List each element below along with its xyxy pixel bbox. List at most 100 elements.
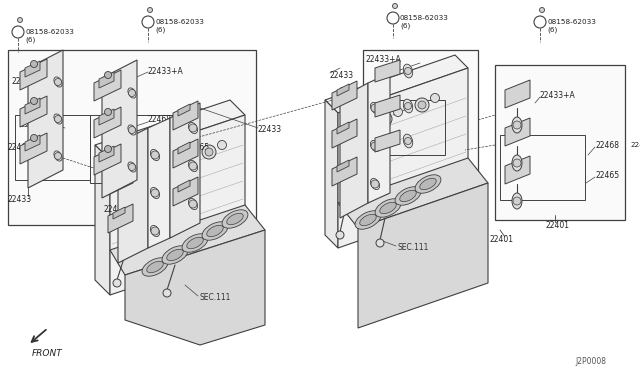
Ellipse shape: [188, 160, 198, 171]
Polygon shape: [94, 107, 121, 138]
Text: 22401: 22401: [103, 205, 127, 215]
Polygon shape: [368, 73, 390, 203]
Ellipse shape: [188, 198, 198, 209]
Polygon shape: [332, 157, 357, 186]
Circle shape: [147, 7, 152, 13]
Polygon shape: [25, 135, 40, 151]
Ellipse shape: [420, 178, 436, 190]
Ellipse shape: [371, 141, 380, 151]
Polygon shape: [108, 204, 133, 233]
Text: 22468: 22468: [148, 115, 172, 125]
Ellipse shape: [142, 258, 168, 276]
Circle shape: [513, 121, 521, 129]
Ellipse shape: [227, 213, 243, 225]
Bar: [90, 115, 178, 183]
Polygon shape: [340, 83, 368, 218]
Text: 22468: 22468: [365, 103, 389, 112]
Ellipse shape: [403, 64, 413, 78]
Ellipse shape: [182, 234, 208, 252]
Text: 22468B: 22468B: [20, 122, 48, 128]
Polygon shape: [148, 118, 170, 248]
Text: 22465: 22465: [340, 87, 364, 96]
Circle shape: [202, 145, 216, 159]
Circle shape: [218, 141, 227, 150]
Circle shape: [165, 159, 179, 173]
Polygon shape: [94, 70, 121, 101]
Circle shape: [168, 162, 176, 170]
Ellipse shape: [147, 261, 163, 273]
Circle shape: [151, 227, 159, 235]
Ellipse shape: [375, 199, 401, 217]
Ellipse shape: [128, 125, 136, 135]
Text: 22465: 22465: [595, 170, 619, 180]
Circle shape: [534, 16, 546, 28]
Polygon shape: [113, 169, 125, 181]
Polygon shape: [325, 55, 468, 113]
Ellipse shape: [202, 222, 228, 240]
Text: 22433: 22433: [258, 125, 282, 135]
Polygon shape: [338, 158, 488, 228]
Polygon shape: [99, 109, 114, 125]
Polygon shape: [338, 68, 468, 248]
Ellipse shape: [512, 117, 522, 133]
Circle shape: [54, 153, 61, 160]
Circle shape: [142, 16, 154, 28]
Text: 22433: 22433: [8, 196, 32, 205]
Polygon shape: [113, 131, 125, 143]
Polygon shape: [375, 130, 400, 152]
Ellipse shape: [355, 211, 381, 229]
Text: 08158-62033: 08158-62033: [547, 19, 596, 25]
Ellipse shape: [380, 202, 396, 214]
Circle shape: [129, 126, 136, 134]
Text: (6): (6): [25, 37, 35, 43]
Circle shape: [371, 142, 379, 150]
Ellipse shape: [395, 187, 421, 205]
Circle shape: [381, 115, 389, 123]
Polygon shape: [178, 104, 190, 116]
Text: (6): (6): [547, 27, 557, 33]
Circle shape: [129, 164, 136, 170]
Circle shape: [17, 17, 22, 22]
Text: 22465: 22465: [8, 144, 32, 153]
Circle shape: [189, 200, 197, 208]
Circle shape: [356, 122, 365, 131]
Polygon shape: [173, 101, 198, 130]
Circle shape: [151, 151, 159, 159]
Circle shape: [31, 97, 38, 105]
Bar: [15, 115, 90, 180]
Ellipse shape: [162, 246, 188, 264]
Text: 22433+A: 22433+A: [12, 77, 48, 87]
Text: 22401: 22401: [363, 186, 387, 195]
Ellipse shape: [403, 99, 413, 113]
Text: 22401: 22401: [178, 196, 202, 205]
Polygon shape: [337, 84, 349, 96]
Polygon shape: [173, 177, 198, 206]
Circle shape: [54, 115, 61, 122]
Circle shape: [540, 7, 545, 13]
Text: B: B: [146, 19, 150, 25]
Text: 22433+A: 22433+A: [148, 67, 184, 77]
Ellipse shape: [128, 88, 136, 98]
Ellipse shape: [150, 150, 159, 161]
Circle shape: [151, 189, 159, 197]
Text: (6): (6): [155, 27, 165, 33]
Circle shape: [131, 176, 139, 184]
Circle shape: [394, 108, 403, 116]
Ellipse shape: [167, 249, 183, 261]
Polygon shape: [95, 100, 245, 160]
Polygon shape: [25, 61, 40, 77]
Polygon shape: [173, 139, 198, 168]
Text: 22433+A: 22433+A: [540, 90, 576, 99]
Circle shape: [404, 138, 412, 144]
Text: 22401: 22401: [490, 235, 514, 244]
Circle shape: [431, 93, 440, 103]
Polygon shape: [113, 207, 125, 219]
Text: 22468: 22468: [595, 141, 619, 150]
Circle shape: [180, 154, 189, 164]
Polygon shape: [125, 230, 265, 345]
Polygon shape: [94, 144, 121, 175]
Ellipse shape: [371, 102, 380, 113]
Polygon shape: [325, 100, 338, 248]
Circle shape: [371, 104, 379, 112]
Ellipse shape: [512, 193, 522, 209]
